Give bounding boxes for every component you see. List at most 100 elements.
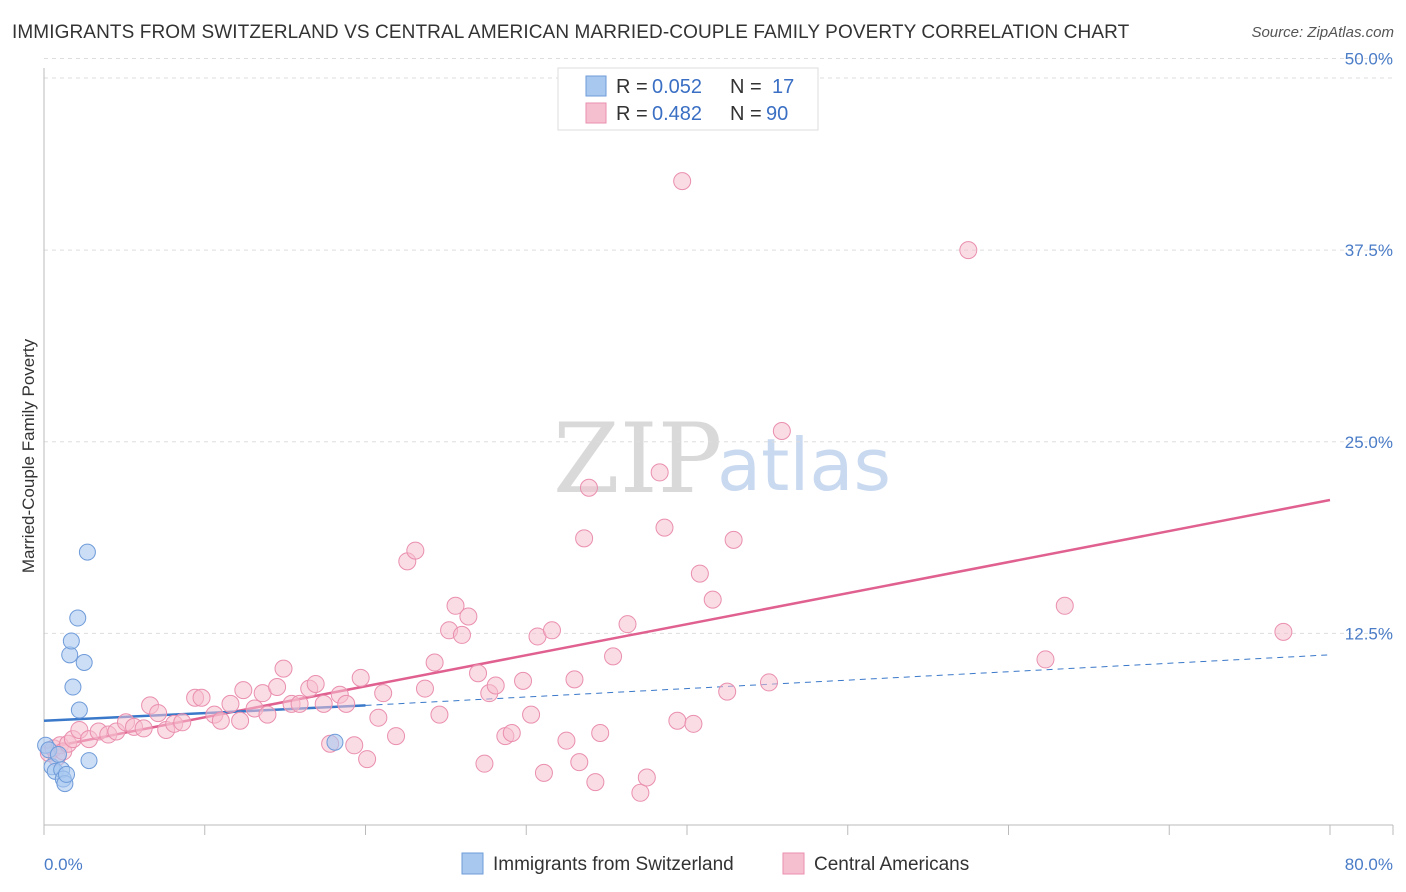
central-americans-point-66 [557,731,576,750]
central-americans-point-54 [459,607,478,626]
central-americans-point-82 [690,564,709,583]
central-americans-point-75 [631,783,650,802]
central-americans-point-50 [430,705,449,724]
central-americans-point-72 [591,724,610,743]
central-americans-points [39,172,1293,802]
central-americans-point-69 [575,529,594,548]
central-americans-point-81 [684,714,703,733]
central-americans-point-42 [358,750,377,769]
y-tick-label-25: 25.0% [1345,433,1393,452]
central-americans-point-55 [469,664,488,683]
watermark-atlas-text: atlas [717,423,891,507]
legend-swiss-n-value: 17 [772,76,794,98]
central-americans-point-49 [425,653,444,672]
central-americans-point-89 [1036,650,1055,669]
central-americans-point-62 [522,705,541,724]
switzerland-point-4 [49,745,67,763]
y-tick-label-50: 50.0% [1345,50,1393,69]
legend-box: R = 0.052 N = 17 R = 0.482 N = 90 [557,67,819,131]
central-americans-point-76 [637,768,656,787]
central-americans-point-24 [221,694,240,713]
central-americans-point-79 [668,711,687,730]
central-americans-point-29 [258,705,277,724]
bottom-legend: Immigrants from Switzerland Central Amer… [461,852,969,875]
switzerland-point-15 [78,543,96,561]
central-americans-point-84 [718,682,737,701]
central-americans-point-52 [446,596,465,615]
central-americans-point-85 [724,530,743,549]
legend-central-n-value: 90 [766,103,788,125]
axis-layer [43,68,1394,835]
bottom-legend-swatch-switzerland [461,852,484,875]
legend-central-n-label: N = [730,103,762,125]
switzerland-point-8 [58,765,76,783]
legend-swatch-central-americans [585,102,607,124]
switzerland-point-12 [69,609,87,627]
central-americans-point-30 [268,678,287,697]
central-americans-point-61 [514,671,533,690]
y-tick-labels: 12.5% 25.0% 37.5% 50.0% [1345,50,1393,644]
legend-central-r-label: R = [616,103,648,125]
central-americans-point-88 [959,241,978,260]
central-americans-point-45 [387,727,406,746]
central-americans-point-91 [1274,622,1293,641]
source-credit: Source: ZipAtlas.com [1251,24,1394,41]
legend-swiss-r-label: R = [616,76,648,98]
central-americans-point-47 [406,541,425,560]
central-americans-point-68 [570,753,589,772]
central-americans-point-67 [565,670,584,689]
central-americans-point-80 [673,172,692,191]
central-americans-point-74 [618,615,637,634]
central-americans-point-73 [604,647,623,666]
bottom-legend-label-central-americans: Central Americans [814,854,969,875]
central-americans-point-64 [534,763,553,782]
central-americans-point-23 [211,711,230,730]
grid-layer [44,58,1393,634]
central-americans-point-65 [542,621,561,640]
x-tick-label-0: 0.0% [44,855,83,874]
central-americans-point-25 [231,711,250,730]
central-americans-point-39 [337,694,356,713]
switzerland-trend-line-extension [365,654,1331,706]
central-americans-point-87 [772,422,791,441]
central-americans-point-16 [149,704,168,723]
central-americans-point-19 [173,713,192,732]
central-americans-point-86 [759,673,778,692]
trend-lines [43,498,1331,750]
switzerland-point-10 [62,632,80,650]
x-tick-labels: 0.0% 80.0% [44,855,1393,874]
central-americans-point-33 [290,694,309,713]
central-americans-point-14 [134,719,153,738]
watermark-zip-text: ZIP [553,403,722,515]
central-americans-point-53 [452,625,471,644]
central-americans-point-21 [192,688,211,707]
central-americans-point-48 [415,679,434,698]
central-americans-point-41 [351,668,370,687]
central-americans-point-71 [586,773,605,792]
chart-title: IMMIGRANTS FROM SWITZERLAND VS CENTRAL A… [12,22,1130,43]
switzerland-point-11 [64,678,82,696]
central-americans-point-40 [345,736,364,755]
central-americans-point-90 [1055,596,1074,615]
central-americans-point-78 [655,518,674,537]
central-americans-point-36 [314,694,333,713]
central-americans-point-83 [703,590,722,609]
central-americans-point-60 [502,724,521,743]
legend-swiss-n-label: N = [730,76,762,98]
bottom-legend-swatch-central-americans [782,852,805,875]
central-americans-point-70 [579,478,598,497]
y-tick-label-37.5: 37.5% [1345,241,1393,260]
central-americans-point-44 [374,684,393,703]
switzerland-point-16 [80,752,98,770]
legend-swatch-switzerland [585,75,607,97]
central-americans-point-31 [274,659,293,678]
x-tick-label-80: 80.0% [1345,855,1393,874]
switzerland-point-14 [75,654,93,672]
central-americans-point-77 [650,463,669,482]
central-americans-point-26 [234,681,253,700]
watermark: ZIP atlas [553,403,891,515]
legend-swiss-r-value: 0.052 [652,76,702,98]
central-americans-point-58 [486,676,505,695]
y-tick-label-12.5: 12.5% [1345,624,1393,643]
